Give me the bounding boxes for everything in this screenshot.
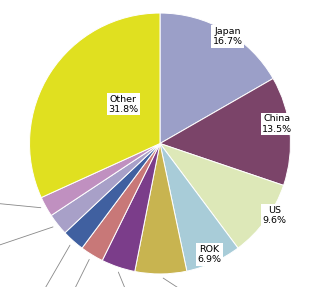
Text: ROK
6.9%: ROK 6.9% (197, 245, 221, 264)
Wedge shape (135, 144, 187, 274)
Wedge shape (51, 144, 160, 233)
Text: Other
31.8%: Other 31.8% (108, 95, 139, 114)
Wedge shape (160, 79, 291, 185)
Wedge shape (160, 144, 284, 248)
Text: US
9.6%: US 9.6% (263, 205, 287, 225)
Wedge shape (65, 144, 160, 248)
Wedge shape (29, 13, 160, 197)
Text: Japan
16.7%: Japan 16.7% (213, 27, 243, 46)
Text: China
13.5%: China 13.5% (262, 114, 292, 134)
Wedge shape (102, 144, 160, 272)
Wedge shape (160, 13, 273, 144)
Wedge shape (160, 144, 238, 271)
Wedge shape (41, 144, 160, 216)
Wedge shape (82, 144, 160, 261)
